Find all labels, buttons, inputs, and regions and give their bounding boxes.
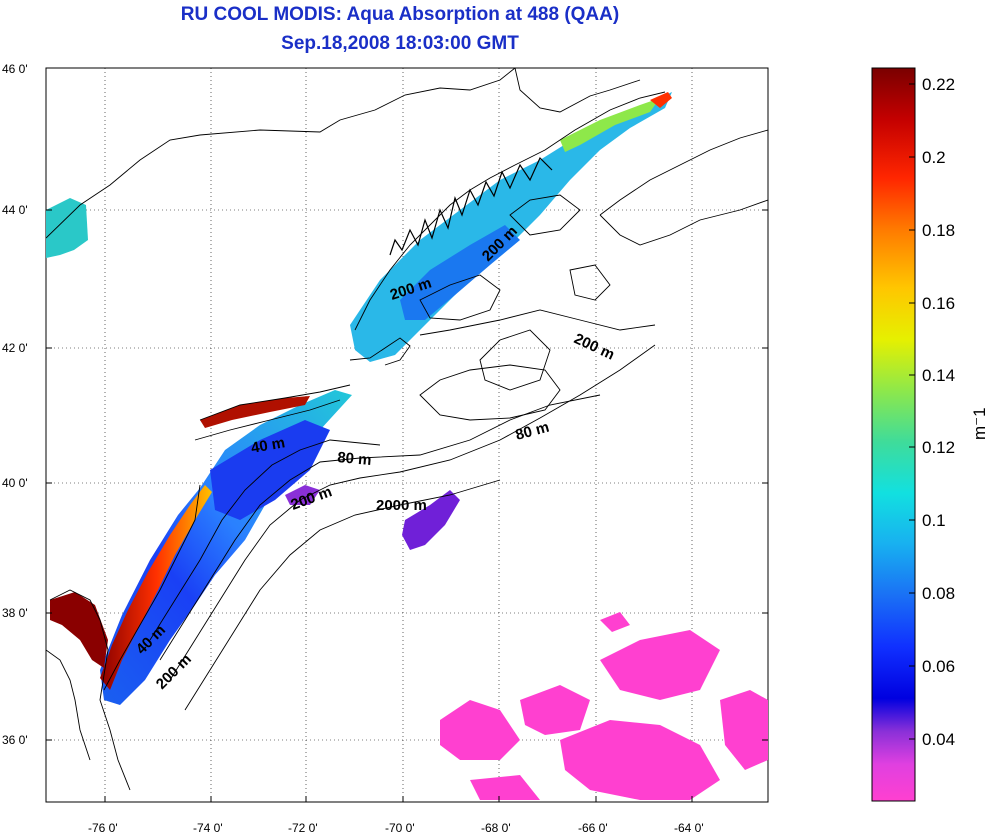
gulf-of-maine-inner-blue	[400, 225, 520, 320]
offshore-purple-patch-2	[285, 485, 320, 505]
lon-label-72: -72 0'	[288, 821, 318, 835]
coastline-and-bathymetry-lines	[46, 68, 768, 791]
lon-label-64: -64 0'	[674, 821, 704, 835]
gulf-of-maine-green-edge	[560, 98, 660, 152]
lat-label-36: 36 0'	[2, 733, 28, 747]
lat-label-38: 38 0'	[2, 606, 28, 620]
colorbar-tick-0.12: 0.12	[922, 438, 955, 457]
map-subtitle: Sep.18,2008 18:03:00 GMT	[281, 33, 519, 54]
colorbar-tick-0.18: 0.18	[922, 221, 955, 240]
shelf-water-blue-patch	[210, 420, 330, 520]
contour-label-40m-long-island: 40 m	[250, 434, 287, 457]
long-island-sound-water	[200, 396, 310, 428]
chesapeake-bay-water	[50, 592, 108, 668]
contour-label-2000m: 2000 m	[376, 497, 427, 514]
st-lawrence-patch	[46, 198, 88, 258]
map-title: RU COOL MODIS: Aqua Absorption at 488 (Q…	[180, 4, 620, 25]
colorbar-tick-0.1: 0.1	[922, 511, 946, 530]
lon-label-76: -76 0'	[88, 821, 118, 835]
lat-label-46: 46 0'	[2, 62, 28, 76]
bay-of-fundy-red	[650, 92, 672, 108]
offshore-purple-patch	[402, 490, 460, 550]
colorbar-tick-0.16: 0.16	[922, 294, 955, 313]
colorbar-tick-marks	[909, 83, 915, 740]
colorbar	[871, 67, 916, 802]
lat-label-40: 40 0'	[2, 476, 28, 490]
colorbar-tick-0.04: 0.04	[922, 730, 955, 749]
lon-label-74: -74 0'	[193, 821, 223, 835]
colorbar-tick-0.06: 0.06	[922, 657, 955, 676]
sargasso-magenta-patches	[440, 612, 768, 800]
colorbar-tick-0.22: 0.22	[922, 75, 955, 94]
axis-tick-marks	[46, 209, 768, 802]
colorbar-tick-0.14: 0.14	[922, 366, 955, 385]
colorbar-tick-0.08: 0.08	[922, 584, 955, 603]
lon-label-66: -66 0'	[578, 821, 608, 835]
lon-label-70: -70 0'	[385, 821, 415, 835]
lat-label-44: 44 0'	[2, 203, 28, 217]
maine-rugged-coastline	[389, 156, 553, 256]
contour-label-80m-new-york-bight: 80 m	[337, 449, 373, 469]
lon-label-68: -68 0'	[481, 821, 511, 835]
lat-label-42: 42 0'	[2, 341, 28, 355]
colorbar-unit-label: m⁻1	[970, 407, 989, 440]
colorbar-tick-0.2: 0.2	[922, 148, 946, 167]
coastal-high-absorption-band	[100, 485, 212, 690]
